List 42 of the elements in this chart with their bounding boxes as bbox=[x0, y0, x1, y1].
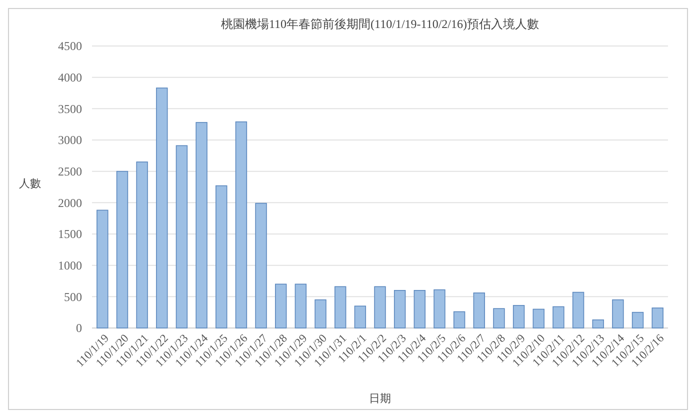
y-tick-label: 2000 bbox=[58, 196, 82, 210]
bar bbox=[532, 308, 544, 328]
bar bbox=[612, 299, 624, 328]
bar bbox=[414, 290, 426, 328]
bar bbox=[493, 308, 505, 328]
bar bbox=[354, 306, 366, 328]
bar bbox=[216, 185, 228, 328]
y-axis-title: 人數 bbox=[19, 178, 41, 190]
bar bbox=[275, 284, 287, 328]
bar bbox=[434, 289, 446, 328]
bar bbox=[572, 292, 584, 328]
bar bbox=[334, 286, 346, 328]
y-tick-label: 4500 bbox=[58, 39, 82, 54]
bar bbox=[652, 308, 664, 328]
y-tick-label: 3500 bbox=[58, 102, 82, 116]
bar bbox=[632, 312, 644, 328]
bar bbox=[235, 121, 248, 328]
y-tick-label: 0 bbox=[76, 321, 82, 336]
bar bbox=[116, 170, 128, 328]
y-tick-label: 3000 bbox=[58, 133, 82, 148]
bar bbox=[374, 286, 386, 328]
bar bbox=[473, 292, 485, 328]
bar bbox=[592, 319, 604, 328]
bar bbox=[176, 145, 188, 328]
bar bbox=[394, 290, 406, 328]
y-tick-label: 1000 bbox=[58, 258, 82, 273]
bar bbox=[96, 210, 108, 328]
chart-title: 桃園機場110年春節前後期間(110/1/19-110/2/16)預估入境人數 bbox=[221, 17, 539, 31]
bar bbox=[512, 305, 525, 328]
bar bbox=[255, 202, 267, 328]
bar bbox=[136, 162, 148, 328]
y-tick-label: 500 bbox=[64, 290, 82, 304]
y-tick-label: 4000 bbox=[58, 70, 82, 85]
bar bbox=[314, 299, 326, 328]
bar bbox=[294, 284, 307, 328]
x-axis-title: 日期 bbox=[369, 393, 391, 405]
bar bbox=[552, 306, 564, 328]
bar bbox=[156, 88, 168, 328]
y-tick-label: 2500 bbox=[58, 164, 82, 179]
bar bbox=[453, 311, 466, 328]
bar bbox=[196, 122, 208, 328]
y-tick-label: 1500 bbox=[58, 227, 82, 242]
